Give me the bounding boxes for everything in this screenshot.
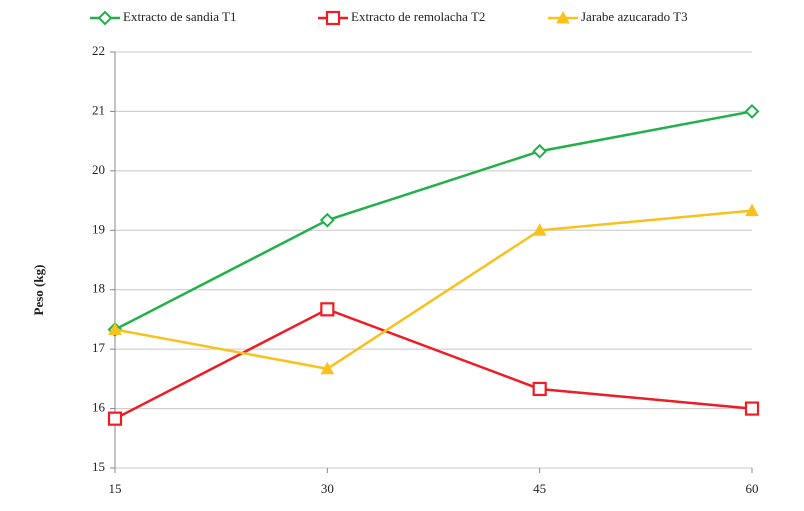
- y-tick-label: 18: [92, 281, 105, 296]
- x-tick-label: 45: [533, 481, 546, 496]
- marker: [532, 381, 547, 397]
- x-tick-label: 30: [321, 481, 334, 496]
- y-tick-label: 20: [92, 162, 105, 177]
- y-tick-label: 17: [92, 340, 106, 355]
- y-tick-label: 16: [92, 400, 106, 415]
- marker: [320, 302, 335, 317]
- y-tick-label: 19: [92, 221, 105, 236]
- legend-label: Extracto de remolacha T2: [351, 9, 485, 24]
- series-line: [114, 110, 753, 331]
- legend-marker: [556, 10, 570, 24]
- y-axis-label: Peso (kg): [31, 265, 46, 316]
- marker: [107, 411, 123, 426]
- marker: [319, 212, 335, 228]
- marker: [744, 104, 760, 119]
- marker: [745, 203, 759, 217]
- series-line: [114, 307, 753, 420]
- marker: [744, 401, 760, 416]
- legend-label: Extracto de sandia T1: [123, 9, 236, 24]
- x-tick-label: 60: [746, 481, 759, 496]
- marker: [108, 322, 122, 336]
- y-tick-label: 22: [92, 43, 105, 58]
- legend-marker: [97, 10, 113, 26]
- marker: [532, 223, 547, 236]
- marker: [320, 361, 335, 375]
- x-tick-label: 15: [109, 481, 122, 496]
- y-tick-label: 21: [92, 102, 105, 117]
- legend-marker: [325, 10, 341, 26]
- legend-label: Jarabe azucarado T3: [581, 9, 688, 24]
- marker: [532, 143, 548, 159]
- series-line: [114, 209, 753, 371]
- y-tick-label: 15: [92, 459, 105, 474]
